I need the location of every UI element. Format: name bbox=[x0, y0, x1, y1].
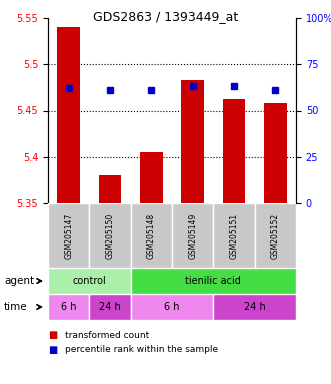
Bar bbox=[140, 152, 163, 203]
Text: ■: ■ bbox=[48, 330, 57, 340]
Bar bbox=[89, 203, 131, 268]
Text: GSM205150: GSM205150 bbox=[106, 212, 115, 259]
Text: percentile rank within the sample: percentile rank within the sample bbox=[65, 346, 218, 354]
Bar bbox=[99, 175, 121, 203]
Bar bbox=[131, 294, 213, 320]
Text: GSM205151: GSM205151 bbox=[229, 212, 239, 258]
Text: GDS2863 / 1393449_at: GDS2863 / 1393449_at bbox=[93, 10, 238, 23]
Text: GSM205149: GSM205149 bbox=[188, 212, 197, 259]
Text: 24 h: 24 h bbox=[244, 302, 265, 312]
Bar bbox=[131, 268, 296, 294]
Text: 24 h: 24 h bbox=[99, 302, 121, 312]
Bar bbox=[213, 294, 296, 320]
Bar bbox=[48, 203, 89, 268]
Bar bbox=[255, 203, 296, 268]
Bar bbox=[89, 294, 131, 320]
Text: tienilic acid: tienilic acid bbox=[185, 276, 241, 286]
Text: GSM205148: GSM205148 bbox=[147, 212, 156, 258]
Bar bbox=[223, 99, 245, 203]
Text: control: control bbox=[72, 276, 106, 286]
Bar bbox=[57, 27, 80, 203]
Bar bbox=[264, 103, 287, 203]
Bar bbox=[181, 80, 204, 203]
Text: GSM205152: GSM205152 bbox=[271, 212, 280, 258]
Text: agent: agent bbox=[4, 276, 34, 286]
Bar bbox=[172, 203, 213, 268]
Text: 6 h: 6 h bbox=[164, 302, 180, 312]
Text: 6 h: 6 h bbox=[61, 302, 76, 312]
Bar bbox=[48, 294, 89, 320]
Text: ■: ■ bbox=[48, 345, 57, 355]
Bar bbox=[213, 203, 255, 268]
Text: transformed count: transformed count bbox=[65, 331, 149, 339]
Bar bbox=[48, 268, 131, 294]
Text: time: time bbox=[4, 302, 27, 312]
Bar bbox=[131, 203, 172, 268]
Text: GSM205147: GSM205147 bbox=[64, 212, 73, 259]
